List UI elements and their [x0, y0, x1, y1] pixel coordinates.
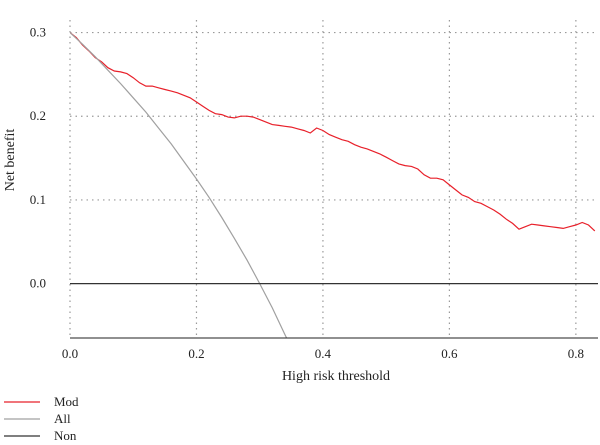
x-axis-title: High risk threshold: [282, 369, 390, 384]
y-tick-labels: 0.0 0.1 0.2 0.3: [30, 25, 46, 291]
y-tick-label: 0.3: [30, 25, 46, 40]
y-tick-label: 0.2: [30, 108, 46, 123]
grid-lines: [69, 20, 598, 338]
x-tick-label: 0.8: [568, 346, 584, 361]
x-tick-label: 0.6: [441, 346, 458, 361]
legend: Mod All Non: [4, 394, 79, 443]
x-tick-label: 0.4: [315, 346, 332, 361]
legend-label-mod: Mod: [54, 394, 79, 409]
x-tick-label: 0.0: [62, 346, 78, 361]
x-tick-label: 0.2: [188, 346, 204, 361]
series-lines: [70, 32, 598, 338]
y-tick-label: 0.1: [30, 192, 46, 207]
series-line-mod: [70, 32, 596, 232]
legend-label-all: All: [54, 411, 71, 426]
y-tick-label: 0.0: [30, 276, 46, 291]
legend-label-non: Non: [54, 428, 77, 443]
series-line-all: [70, 32, 288, 338]
y-axis-title: Net benefit: [3, 129, 18, 192]
x-tick-labels: 0.0 0.2 0.4 0.6 0.8: [62, 346, 584, 361]
